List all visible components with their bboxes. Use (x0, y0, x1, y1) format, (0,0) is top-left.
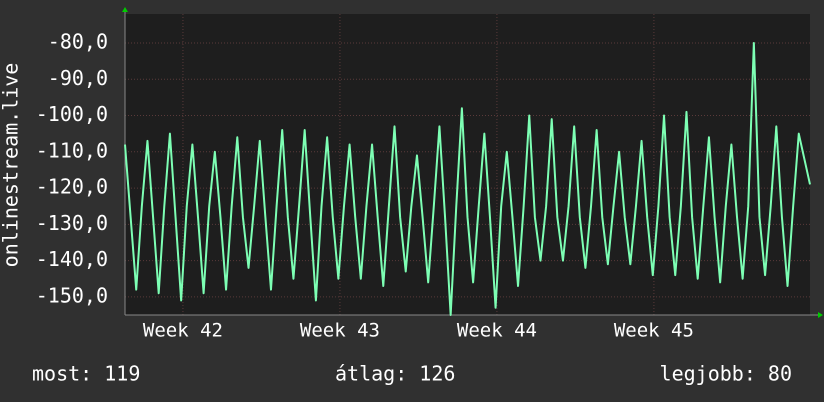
y-axis-label: onlinestream.live (0, 63, 23, 268)
y-tick-label: -150,0 (36, 283, 108, 307)
stat-current: most: 119 (32, 362, 140, 386)
stat-average: átlag: 126 (335, 362, 455, 386)
axis-arrow (818, 312, 823, 318)
y-tick-label: -100,0 (36, 102, 108, 126)
data-line (124, 42, 811, 316)
y-tick-label: -120,0 (36, 175, 108, 199)
y-tick-label: -130,0 (36, 211, 108, 235)
y-tick-label: -90,0 (48, 66, 108, 90)
y-tick-label: -140,0 (36, 247, 108, 271)
x-tick-label: Week 43 (300, 320, 380, 342)
y-tick-label: -80,0 (48, 30, 108, 54)
x-tick-label: Week 44 (457, 320, 537, 342)
y-tick-label: -110,0 (36, 138, 108, 162)
stat-best: legjobb: 80 (660, 362, 792, 386)
x-tick-label: Week 42 (143, 320, 223, 342)
x-tick-label: Week 45 (614, 320, 694, 342)
axis-arrow (122, 7, 128, 12)
